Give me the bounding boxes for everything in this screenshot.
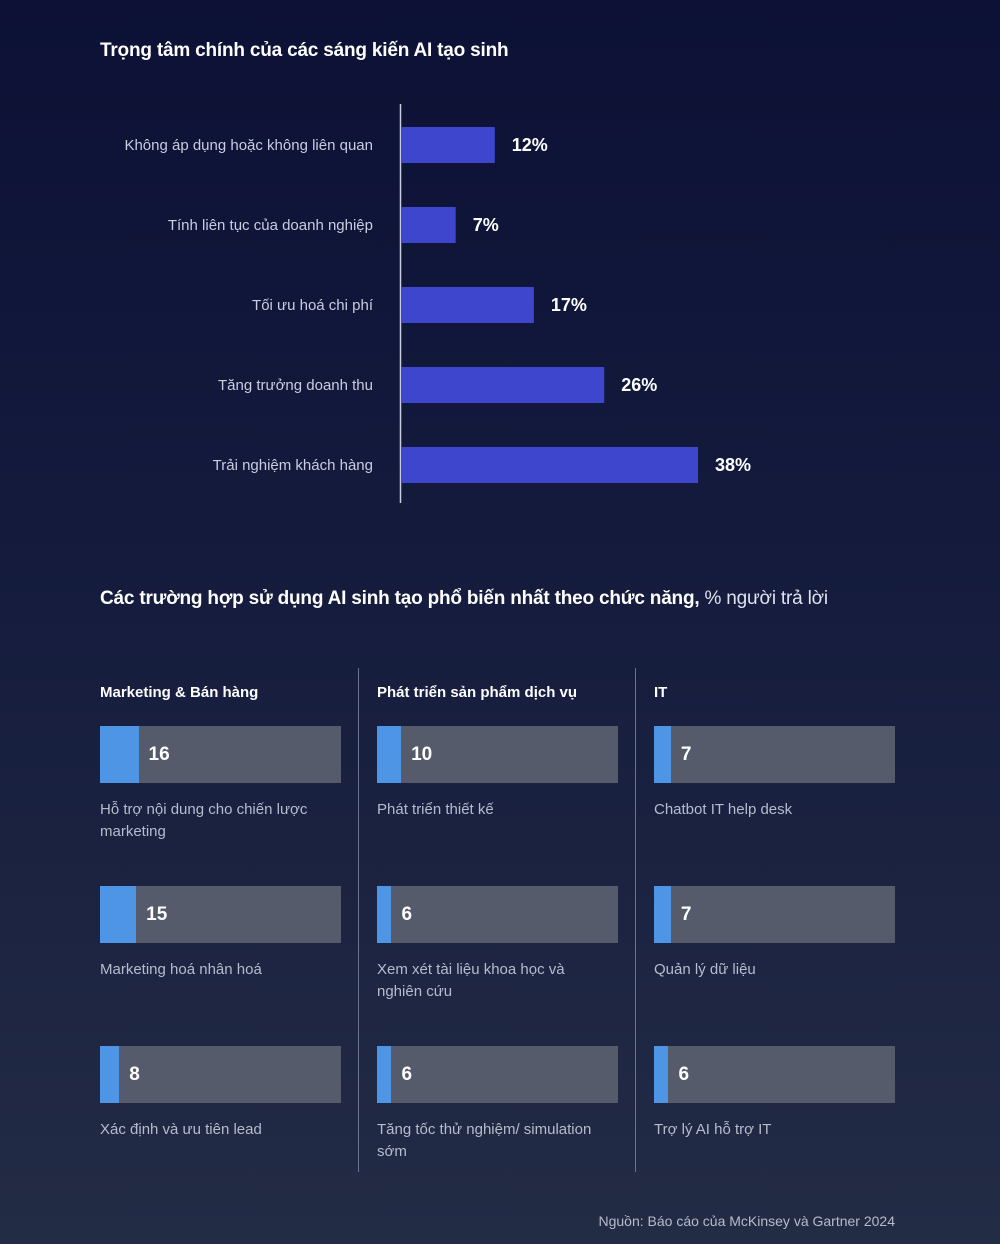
focus-bar [401,287,534,323]
use-case-label: Xem xét tài liệu khoa học và nghiên cứu [377,961,565,1000]
use-case-value: 16 [148,744,170,765]
use-case-bar-track: 7 [654,726,895,783]
use-case-value: 10 [411,744,433,765]
use-case-label: Xác định và ưu tiên lead [100,1121,262,1138]
focus-bar [401,447,698,483]
use-case-item: 7 Chatbot IT help desk [654,726,896,821]
use-case-label: Tăng tốc thử nghiệm/ simulation sớm [377,1121,592,1160]
use-case-bar-fill [377,1046,392,1103]
category-label: Tăng trưởng doanh thu [218,377,373,394]
use-case-bar-fill [100,1046,120,1103]
use-case-value: 6 [401,904,413,925]
use-case-bar-track: 6 [377,1046,618,1103]
use-case-value: 6 [678,1064,690,1085]
use-case-label: Trợ lý AI hỗ trợ IT [654,1121,772,1138]
category-label: Không áp dụng hoặc không liên quan [124,137,373,154]
column-marketing-sales: Marketing & Bán hàng 16 Hỗ trợ nội dung … [100,683,342,1138]
category-label: Tối ưu hoá chi phí [252,297,374,314]
column-it: IT 7 Chatbot IT help desk 7 Quản lý dữ l… [654,683,896,1138]
use-case-label: Chatbot IT help desk [654,801,793,818]
focus-bar [401,207,456,243]
value-label: 12% [512,135,548,155]
value-label: 38% [715,455,751,475]
use-case-item: 6 Trợ lý AI hỗ trợ IT [654,1046,896,1141]
category-label: Trải nghiệm khách hàng [213,457,373,474]
source-note: Nguồn: Báo cáo của McKinsey và Gartner 2… [598,1213,895,1229]
focus-bar [401,127,495,163]
chart-2-title-bold: Các trường hợp sử dụng AI sinh tạo phổ b… [100,588,700,609]
use-case-label: Phát triển thiết kế [377,801,494,818]
value-label: 17% [551,295,587,315]
use-case-item: 15 Marketing hoá nhân hoá [100,886,342,981]
chart-1-title: Trọng tâm chính của các sáng kiến AI tạo… [100,40,509,61]
category-label: Tính liên tục của doanh nghiệp [168,217,373,234]
chart-2-title-light: % người trả lời [699,588,829,609]
use-case-item: 6 Xem xét tài liệu khoa học và nghiên cứ… [377,886,619,1003]
use-case-bar-fill [100,726,139,783]
use-case-value: 6 [401,1064,413,1085]
column-heading: Phát triển sản phẩm dịch vụ [377,684,578,701]
use-case-value: 8 [129,1064,140,1085]
use-case-bar-track: 16 [100,726,341,783]
use-case-value: 15 [146,904,168,925]
use-case-bar-fill [377,886,392,943]
column-heading: IT [654,684,668,701]
use-case-bar-fill [654,886,671,943]
value-label: 7% [473,215,499,235]
use-case-item: 6 Tăng tốc thử nghiệm/ simulation sớm [377,1046,619,1163]
use-case-label: Quản lý dữ liệu [654,961,756,978]
column-product-development: Phát triển sản phẩm dịch vụ 10 Phát triể… [377,683,619,1160]
use-case-bar-track: 15 [100,886,341,943]
use-case-bar-track: 6 [377,886,618,943]
focus-bar-chart: Không áp dụng hoặc không liên quan 12% Tín… [124,104,751,503]
use-case-bar-track: 6 [654,1046,895,1103]
use-case-bar-fill [377,726,402,783]
use-case-item: 16 Hỗ trợ nội dung cho chiến lược market… [100,726,342,843]
use-case-bar-fill [100,886,137,943]
use-case-label: Hỗ trợ nội dung cho chiến lược marketing [100,801,308,840]
value-label: 26% [621,375,657,395]
use-case-value: 7 [680,744,692,765]
use-case-bar-track: 10 [377,726,618,783]
use-case-item: 10 Phát triển thiết kế [377,726,619,821]
column-heading: Marketing & Bán hàng [100,684,259,701]
use-case-bar-track: 8 [100,1046,341,1103]
column-divider [358,668,359,1172]
use-case-bar-track: 7 [654,886,895,943]
chart-2-title: Các trường hợp sử dụng AI sinh tạo phổ b… [100,588,828,610]
column-divider [635,668,636,1172]
use-case-label: Marketing hoá nhân hoá [100,961,262,978]
use-case-value: 7 [680,904,692,925]
use-case-item: 7 Quản lý dữ liệu [654,886,896,981]
use-case-bar-fill [654,1046,669,1103]
use-case-bar-fill [654,726,671,783]
focus-bar [401,367,605,403]
use-case-item: 8 Xác định và ưu tiên lead [100,1046,342,1141]
